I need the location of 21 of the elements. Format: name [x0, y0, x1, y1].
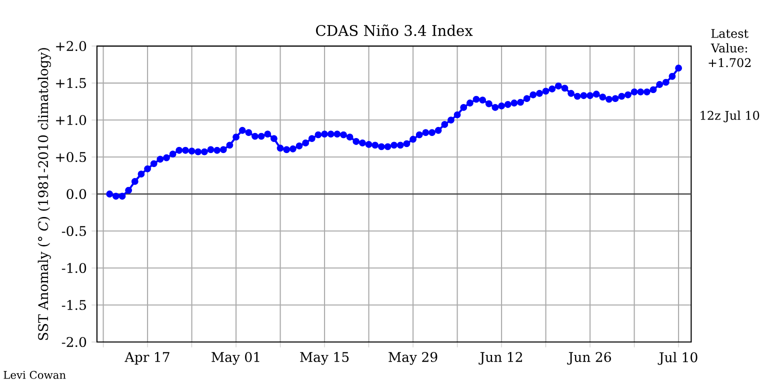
- y-tick-label: +1.5: [56, 78, 86, 88]
- x-tick-label: May 29: [388, 352, 438, 365]
- x-tick-label: Jun 26: [567, 352, 611, 365]
- x-tick-label: Apr 17: [124, 352, 170, 365]
- text: 12z Jul 10: [700, 110, 760, 122]
- x-tick-label: May 15: [300, 352, 349, 365]
- x-tick-label: Jun 12: [478, 352, 522, 365]
- text: Levi Cowan: [4, 370, 66, 379]
- y-tick-label: 0.0: [66, 188, 86, 200]
- y-tick-label: +1.0: [56, 114, 86, 126]
- x-tick-label: Jul 10: [658, 352, 698, 365]
- y-tick-label: +2.0: [56, 40, 86, 52]
- y-tick-label: -2.0: [62, 336, 86, 348]
- chart-title: CDAS Niño 3.4 Index: [316, 24, 473, 36]
- y-tick-label: -1.0: [62, 262, 86, 274]
- y-axis-title: SST Anomaly (° C) (1981-2010 climatology): [38, 48, 51, 340]
- x-tick-label: May 01: [212, 352, 260, 365]
- y-tick-label: -0.5: [62, 226, 86, 236]
- y-tick-label: -1.5: [62, 300, 86, 310]
- text: Latest Value: +1.702: [708, 29, 751, 68]
- y-tick-label: +0.5: [56, 152, 86, 162]
